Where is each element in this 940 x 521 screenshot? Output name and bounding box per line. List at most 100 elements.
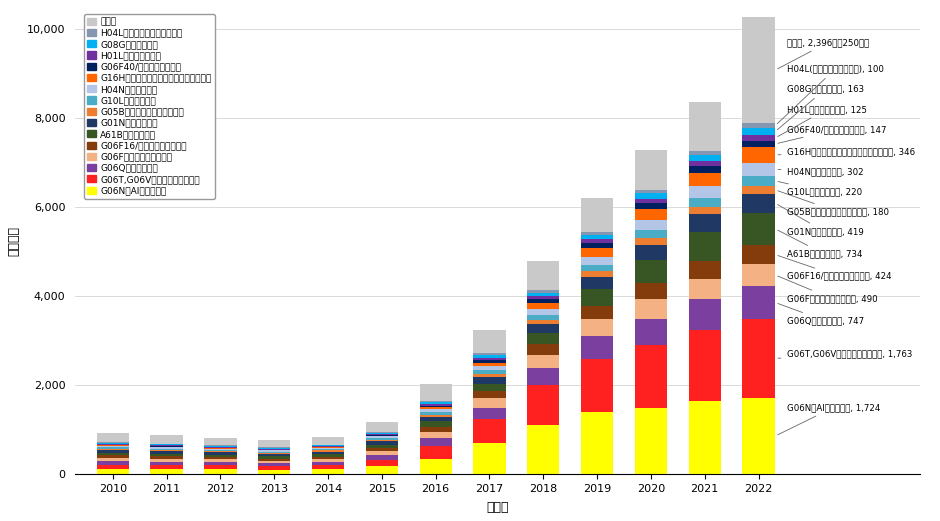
Bar xyxy=(258,458,290,461)
Bar xyxy=(150,436,182,444)
Bar xyxy=(527,426,559,475)
Bar xyxy=(366,436,398,437)
Bar xyxy=(689,198,721,207)
Bar xyxy=(204,460,237,462)
Bar xyxy=(150,445,182,446)
Bar xyxy=(419,402,452,404)
Bar xyxy=(527,261,559,290)
Text: G16H（ヘルスケアインフォマティクス）, 346: G16H（ヘルスケアインフォマティクス）, 346 xyxy=(778,147,915,156)
Bar xyxy=(689,172,721,186)
Bar xyxy=(474,360,506,363)
Bar xyxy=(204,455,237,457)
Bar xyxy=(204,457,237,460)
Bar xyxy=(419,409,452,412)
Bar xyxy=(366,440,398,441)
Bar xyxy=(474,363,506,366)
Bar xyxy=(743,141,775,147)
Bar xyxy=(474,398,506,407)
Bar xyxy=(527,320,559,325)
Bar xyxy=(581,232,613,235)
Bar xyxy=(97,433,129,442)
Bar xyxy=(312,448,344,449)
Bar xyxy=(743,163,775,176)
Bar xyxy=(474,443,506,475)
Bar xyxy=(634,318,667,345)
Bar xyxy=(581,277,613,289)
Bar xyxy=(204,445,237,446)
Bar xyxy=(743,186,775,194)
Bar xyxy=(419,427,452,432)
Text: H04L(デジタル情報の伝送), 100: H04L(デジタル情報の伝送), 100 xyxy=(777,65,884,123)
Bar xyxy=(97,442,129,443)
Bar xyxy=(312,444,344,445)
Bar xyxy=(474,355,506,357)
Text: G06Q（ビジネス）, 747: G06Q（ビジネス）, 747 xyxy=(777,303,864,325)
Bar xyxy=(258,454,290,456)
Bar xyxy=(581,257,613,265)
Bar xyxy=(581,248,613,257)
Text: A61B（医学診断）, 734: A61B（医学診断）, 734 xyxy=(777,230,862,258)
Bar xyxy=(689,207,721,215)
Bar xyxy=(150,450,182,451)
Bar xyxy=(97,450,129,453)
Bar xyxy=(634,238,667,245)
Bar xyxy=(258,456,290,458)
Bar xyxy=(312,465,344,469)
Text: G06Fその他（情報一般）, 490: G06Fその他（情報一般）, 490 xyxy=(777,276,877,303)
Bar xyxy=(366,444,398,448)
Bar xyxy=(204,450,237,451)
Bar xyxy=(419,459,452,475)
Bar xyxy=(312,446,344,447)
Bar xyxy=(527,315,559,320)
Bar xyxy=(258,449,290,450)
Bar xyxy=(634,204,667,209)
Bar xyxy=(150,449,182,450)
Bar xyxy=(258,461,290,464)
Bar xyxy=(581,306,613,319)
Text: G06F40/（自然言語処理）, 147: G06F40/（自然言語処理）, 147 xyxy=(778,125,886,143)
Bar xyxy=(312,469,344,475)
Bar xyxy=(527,303,559,309)
Y-axis label: 出願件数: 出願件数 xyxy=(7,226,20,256)
Bar xyxy=(419,404,452,406)
Bar xyxy=(527,355,559,368)
Bar xyxy=(366,438,398,440)
Bar xyxy=(634,407,667,475)
Bar xyxy=(689,401,721,475)
Bar xyxy=(258,464,290,466)
Bar xyxy=(474,383,506,391)
Bar xyxy=(419,421,452,427)
Bar xyxy=(634,190,667,193)
Bar xyxy=(204,465,237,469)
Bar xyxy=(97,453,129,455)
Legend: その他, H04L（デジタル情報の伝送）, G08G（交通制御）, H01L（半導体装置）, G06F40/（自然言語処理）, G16H（ヘルスケアインフォマテ: その他, H04L（デジタル情報の伝送）, G08G（交通制御）, H01L（半… xyxy=(84,14,215,199)
Bar xyxy=(743,194,775,213)
Bar xyxy=(204,451,237,452)
Bar xyxy=(312,449,344,451)
Bar xyxy=(97,443,129,444)
Bar xyxy=(581,271,613,277)
Bar xyxy=(581,239,613,243)
Bar xyxy=(634,345,667,407)
Bar xyxy=(743,17,775,123)
Text: その他, 2,396，（250種）: その他, 2,396，（250種） xyxy=(777,38,869,69)
Bar xyxy=(258,452,290,453)
Bar xyxy=(743,319,775,398)
Bar xyxy=(527,344,559,355)
Bar xyxy=(366,441,398,444)
Bar xyxy=(581,319,613,337)
Bar xyxy=(150,447,182,449)
Bar xyxy=(366,466,398,475)
Bar xyxy=(419,438,452,446)
Bar xyxy=(474,330,506,353)
Bar xyxy=(743,135,775,141)
Bar xyxy=(97,444,129,445)
Bar xyxy=(150,454,182,456)
Bar xyxy=(312,451,344,452)
Bar xyxy=(743,245,775,264)
Bar xyxy=(743,264,775,286)
Bar xyxy=(204,469,237,475)
Bar xyxy=(474,419,506,443)
Bar xyxy=(581,337,613,358)
Bar xyxy=(743,398,775,475)
